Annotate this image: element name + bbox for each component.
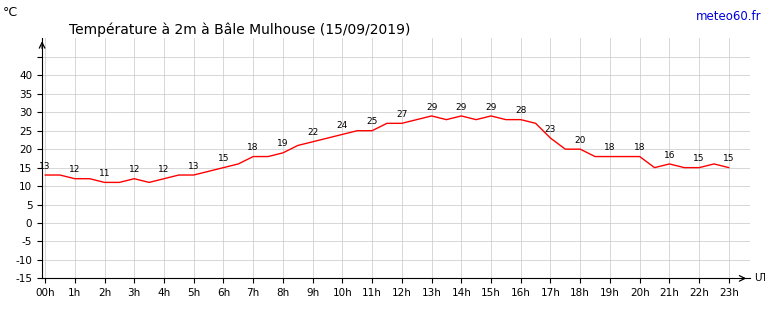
Text: 23: 23 [545,125,556,134]
Text: 24: 24 [337,121,348,130]
Text: 15: 15 [693,154,705,163]
Text: 11: 11 [99,169,110,178]
Text: 12: 12 [158,165,170,174]
Text: 22: 22 [307,128,318,137]
Text: Température à 2m à Bâle Mulhouse (15/09/2019): Température à 2m à Bâle Mulhouse (15/09/… [69,22,410,37]
Text: UTC: UTC [754,273,765,284]
Text: 16: 16 [664,150,675,159]
Text: 15: 15 [723,154,734,163]
Text: 20: 20 [575,136,586,145]
Text: 13: 13 [39,162,50,171]
Text: 29: 29 [485,102,496,111]
Text: 15: 15 [218,154,230,163]
Text: 25: 25 [366,117,378,126]
Text: 29: 29 [456,102,467,111]
Text: 13: 13 [188,162,200,171]
Text: 12: 12 [69,165,80,174]
Text: 28: 28 [515,106,526,115]
Text: 18: 18 [604,143,616,152]
Text: 19: 19 [277,140,288,148]
Text: 27: 27 [396,110,408,119]
Text: 29: 29 [426,102,438,111]
Text: 18: 18 [634,143,646,152]
Text: °C: °C [3,6,18,19]
Text: 12: 12 [129,165,140,174]
Text: meteo60.fr: meteo60.fr [695,10,761,23]
Text: 18: 18 [247,143,259,152]
